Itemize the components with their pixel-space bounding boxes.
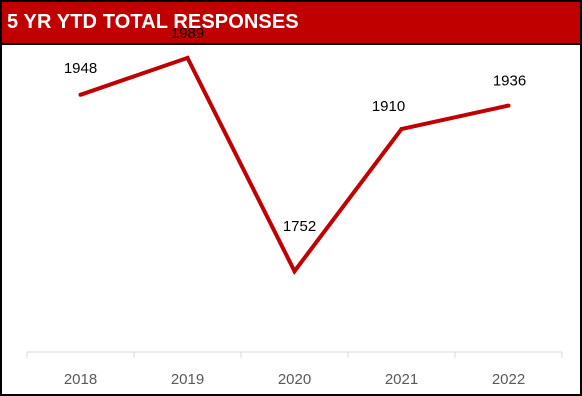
x-tick-label: 2021	[385, 371, 418, 388]
x-tick-label: 2022	[492, 371, 525, 388]
data-labels: 1948 1989 1752 1910 1936	[64, 25, 526, 235]
data-label: 1910	[372, 98, 405, 115]
title-bar: 5 YR YTD TOTAL RESPONSES	[2, 2, 580, 45]
data-label: 1989	[171, 25, 204, 42]
data-label: 1752	[283, 218, 316, 235]
data-point	[185, 55, 190, 60]
x-axis: 2018 2019 2020 2021 2022	[26, 351, 563, 388]
data-label: 1936	[493, 73, 526, 90]
chart-title: 5 YR YTD TOTAL RESPONSES	[7, 11, 299, 33]
data-point	[506, 103, 511, 108]
data-point	[292, 269, 297, 274]
x-tick-label: 2018	[64, 371, 97, 388]
series-line	[79, 55, 509, 275]
series-layer	[78, 55, 511, 275]
data-label: 1948	[64, 60, 97, 77]
x-tick-label: 2020	[278, 371, 311, 388]
data-point	[78, 92, 83, 97]
x-tick-label: 2019	[171, 371, 204, 388]
data-point	[399, 127, 404, 131]
